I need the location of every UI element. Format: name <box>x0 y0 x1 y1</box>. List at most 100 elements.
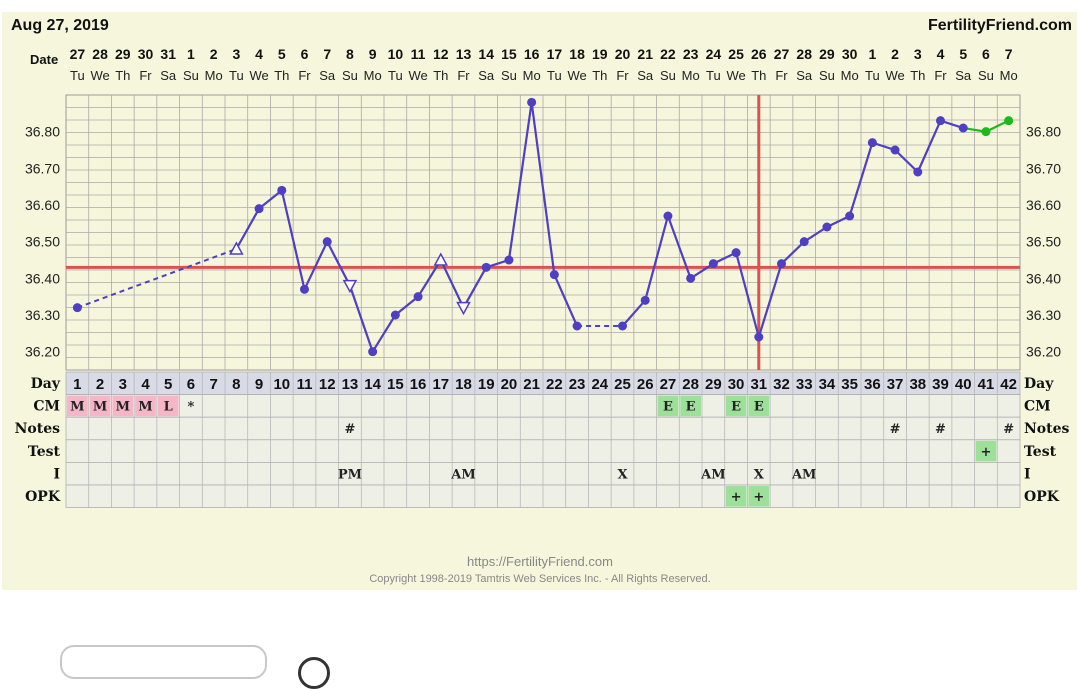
temp-point-open <box>342 279 358 294</box>
weekday-label: We <box>885 68 904 83</box>
date-label: 16 <box>524 46 540 62</box>
date-label: 18 <box>569 46 585 62</box>
y-tick-right: 36.70 <box>1026 160 1061 176</box>
chart-panel: Aug 27, 2019 FertilityFriend.com Date 27… <box>2 12 1077 590</box>
date-label: 14 <box>478 46 494 62</box>
date-label: 27 <box>70 46 86 62</box>
weekday-label: Fr <box>616 68 629 83</box>
day-number: 26 <box>637 376 654 393</box>
opk-value: + <box>731 490 742 505</box>
temp-point <box>890 145 900 155</box>
date-label: 9 <box>369 46 377 62</box>
row-label-right: CM <box>1024 399 1051 415</box>
temp-point-open <box>229 241 244 255</box>
row-label-left: Test <box>28 444 61 460</box>
date-label: 7 <box>1005 46 1013 62</box>
day-number: 30 <box>728 376 745 393</box>
day-number: 38 <box>909 376 926 393</box>
temp-segment <box>348 285 374 353</box>
day-number: 22 <box>546 376 563 393</box>
temp-point <box>300 284 309 294</box>
temp-segment <box>780 240 805 265</box>
temp-point <box>322 237 332 247</box>
weekday-label: Th <box>115 68 130 83</box>
weekday-label: Tu <box>706 68 721 83</box>
temp-segment <box>417 259 442 298</box>
date-label: 15 <box>501 46 517 62</box>
date-label: 29 <box>115 46 131 62</box>
footer-url[interactable]: https://FertilityFriend.com <box>467 554 613 569</box>
row-label-right: I <box>1024 466 1031 482</box>
day-number: 40 <box>955 376 972 393</box>
temp-point <box>549 270 559 280</box>
weekday-label: Sa <box>478 68 495 83</box>
row-label-left: I <box>53 466 60 482</box>
day-number: 17 <box>432 376 449 393</box>
day-number: 34 <box>819 376 836 393</box>
temp-point <box>368 347 378 357</box>
day-number: 31 <box>750 376 767 393</box>
temperature-grid <box>65 94 1021 371</box>
temp-segment <box>916 120 942 173</box>
date-label: 13 <box>456 46 472 62</box>
day-number: 41 <box>978 376 995 393</box>
temp-segment <box>235 208 261 250</box>
day-number: 7 <box>209 376 217 393</box>
temp-point <box>640 295 650 305</box>
y-tick-right: 36.80 <box>1026 124 1061 140</box>
date-header: 27Tu28We29Th30Fr31Sa1Su2Mo3Tu4We5Th6Fr7S… <box>70 46 1018 83</box>
temperature-series <box>66 95 1020 370</box>
cm-value: L <box>164 400 173 415</box>
weekday-label: We <box>90 68 109 83</box>
cm-value: M <box>70 400 84 415</box>
date-label: 17 <box>547 46 563 62</box>
day-number: 12 <box>319 376 336 393</box>
temp-point <box>1004 116 1014 126</box>
day-number: 27 <box>660 376 677 393</box>
temp-segment <box>462 266 488 309</box>
weekday-label: Fr <box>775 68 788 83</box>
row-label-right: Day <box>1024 376 1054 392</box>
weekday-label: Mo <box>205 68 223 83</box>
day-number: 1 <box>73 376 81 393</box>
temp-segment <box>507 102 533 261</box>
temp-point <box>822 222 832 232</box>
cm-value: E <box>686 400 696 415</box>
day-number: 4 <box>141 376 150 393</box>
y-tick-right: 36.60 <box>1026 197 1061 213</box>
circle-button[interactable] <box>298 657 330 689</box>
cm-cell-fill <box>112 395 134 417</box>
y-tick-right: 36.20 <box>1026 344 1061 360</box>
temp-segment <box>530 102 556 275</box>
date-label: 1 <box>187 46 195 62</box>
day-number: 16 <box>410 376 427 393</box>
temp-segment <box>848 142 874 217</box>
row-label-left: Notes <box>15 421 61 437</box>
cm-cell-fill <box>89 395 111 417</box>
i-value: X <box>754 467 765 482</box>
weekday-label: Mo <box>1000 68 1018 83</box>
temp-segment <box>553 274 579 327</box>
cm-value: E <box>754 400 764 415</box>
cm-value: E <box>731 400 741 415</box>
weekday-label: Mo <box>364 68 382 83</box>
row-label-right: OPK <box>1024 489 1060 505</box>
temp-segment <box>735 252 760 338</box>
row-label-left: OPK <box>25 489 61 505</box>
temp-point <box>777 259 786 269</box>
temp-point <box>981 127 991 137</box>
comment-input[interactable] <box>60 645 267 679</box>
row-label-right: Test <box>1024 444 1057 460</box>
weekday-label: Sa <box>796 68 813 83</box>
day-number: 18 <box>455 376 472 393</box>
y-tick-left: 36.60 <box>25 197 60 213</box>
cm-cell-fill <box>657 395 679 417</box>
temp-segment <box>644 215 669 301</box>
y-tick-left: 36.30 <box>25 307 60 323</box>
date-label: 3 <box>232 46 240 62</box>
day-number: 24 <box>591 376 608 393</box>
temp-segment <box>326 241 351 287</box>
weekday-label: Tu <box>865 68 880 83</box>
temp-segment <box>394 295 419 316</box>
date-label: 30 <box>842 46 858 62</box>
